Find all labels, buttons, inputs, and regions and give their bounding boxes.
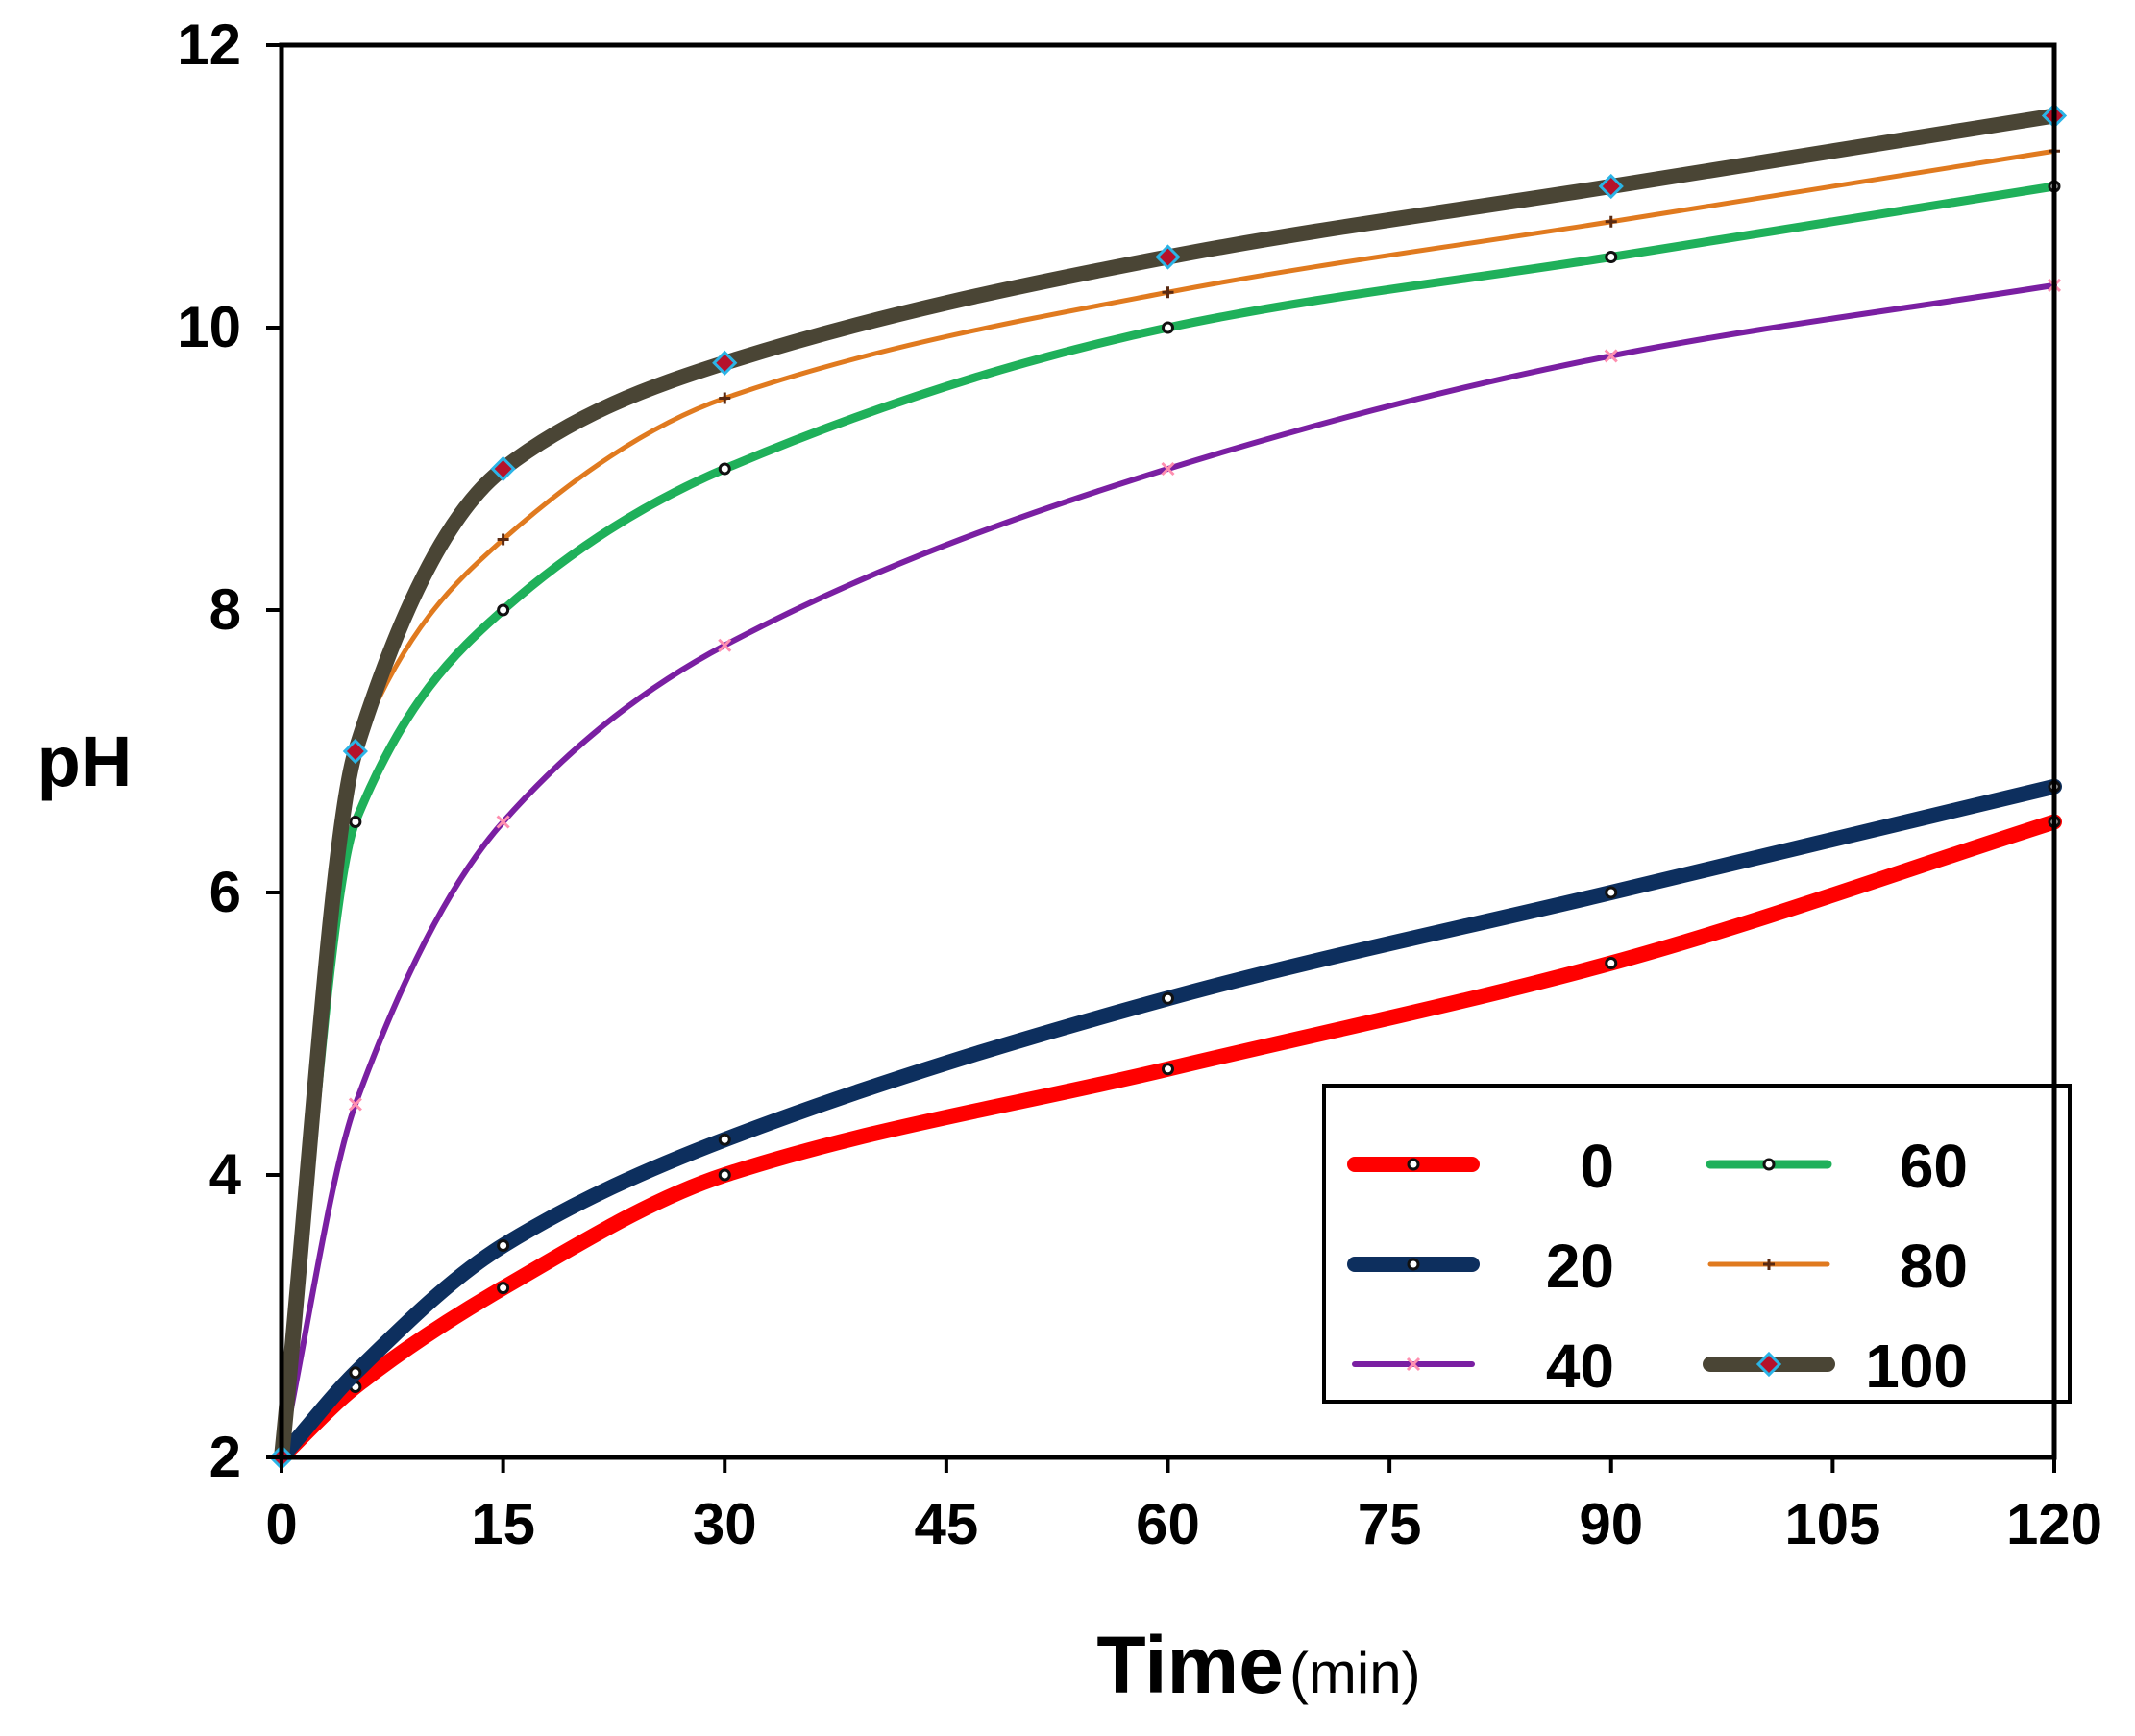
legend-marker-100 bbox=[1755, 1351, 1782, 1378]
data-point-40 bbox=[348, 1097, 362, 1112]
legend-marker-20 bbox=[1407, 1258, 1420, 1271]
data-point-20 bbox=[718, 1133, 731, 1146]
x-tick-label: 15 bbox=[471, 1492, 535, 1556]
legend-label-100: 100 bbox=[1865, 1332, 1968, 1401]
x-tick-label: 90 bbox=[1579, 1492, 1643, 1556]
data-point-0 bbox=[1162, 1063, 1174, 1076]
legend-label-60: 60 bbox=[1900, 1132, 1968, 1201]
legend-marker-0 bbox=[1407, 1158, 1420, 1171]
legend-marker-80 bbox=[1763, 1259, 1775, 1270]
axes: 0 15 30 45 60 75 90 105 120 2 4 6 8 10 12 pH Time (min) bbox=[37, 12, 2102, 1710]
plot-area bbox=[268, 103, 2068, 1471]
data-point-40 bbox=[496, 815, 510, 829]
data-point-100 bbox=[490, 455, 516, 482]
x-axis-label: Time (min) bbox=[1096, 1620, 1420, 1710]
data-point-60 bbox=[1162, 321, 1174, 334]
y-tick-label: 12 bbox=[177, 12, 241, 77]
legend-box bbox=[1322, 1084, 2072, 1404]
data-point-40 bbox=[1604, 349, 1618, 363]
x-axis-label-main: Time bbox=[1096, 1620, 1284, 1710]
data-point-80 bbox=[497, 533, 509, 546]
x-tick-label: 45 bbox=[915, 1492, 979, 1556]
data-point-20 bbox=[497, 1239, 510, 1252]
y-tick-label: 4 bbox=[209, 1142, 242, 1207]
data-point-20 bbox=[1162, 991, 1174, 1005]
series-line-20 bbox=[274, 778, 2062, 1465]
legend-label-40: 40 bbox=[1546, 1332, 1614, 1401]
legend-label-80: 80 bbox=[1900, 1232, 1968, 1301]
data-point-60 bbox=[497, 603, 510, 617]
legend: 0 20 40 60 80 100 bbox=[1322, 1084, 2072, 1404]
x-tick-label: 75 bbox=[1358, 1492, 1422, 1556]
data-point-0 bbox=[497, 1282, 510, 1295]
data-point-20 bbox=[1605, 886, 1618, 899]
y-tick-label: 10 bbox=[177, 295, 241, 359]
x-tick-label: 30 bbox=[693, 1492, 757, 1556]
data-point-60 bbox=[718, 462, 731, 476]
x-tick-label: 105 bbox=[1784, 1492, 1880, 1556]
data-point-80 bbox=[1162, 286, 1174, 299]
y-tick-label: 8 bbox=[209, 577, 241, 642]
data-point-0 bbox=[718, 1168, 731, 1182]
series-line-0 bbox=[274, 814, 2062, 1465]
data-point-0 bbox=[1605, 957, 1618, 969]
data-point-60 bbox=[349, 816, 362, 828]
x-axis-label-unit: (min) bbox=[1289, 1641, 1421, 1705]
y-tick-label: 6 bbox=[209, 860, 241, 924]
data-point-100 bbox=[1598, 173, 1624, 200]
data-point-100 bbox=[1155, 244, 1181, 270]
legend-marker-40 bbox=[1406, 1357, 1421, 1372]
data-point-100 bbox=[342, 738, 368, 765]
data-point-40 bbox=[718, 638, 732, 652]
data-point-80 bbox=[1605, 215, 1617, 228]
legend-marker-60 bbox=[1762, 1158, 1776, 1171]
data-point-100 bbox=[712, 350, 738, 376]
x-tick-label: 0 bbox=[265, 1492, 297, 1556]
y-axis-label: pH bbox=[37, 721, 133, 801]
data-point-20 bbox=[349, 1366, 362, 1380]
data-point-80 bbox=[719, 392, 731, 404]
data-point-40 bbox=[1161, 461, 1175, 477]
y-tick-label: 2 bbox=[209, 1425, 241, 1489]
x-tick-label: 120 bbox=[2006, 1492, 2102, 1556]
legend-label-0: 0 bbox=[1580, 1132, 1614, 1201]
data-point-60 bbox=[1605, 251, 1618, 263]
legend-label-20: 20 bbox=[1546, 1232, 1614, 1301]
x-tick-label: 60 bbox=[1136, 1492, 1200, 1556]
